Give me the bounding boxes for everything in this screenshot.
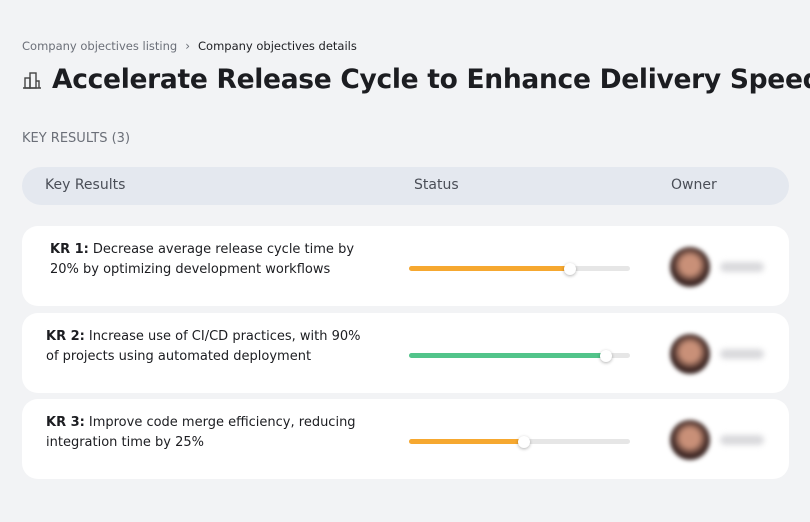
progress-knob — [517, 435, 530, 448]
key-result-label: KR 3: — [46, 415, 85, 430]
progress-knob — [599, 349, 612, 362]
column-header: Key Results — [45, 177, 126, 193]
key-result-description: Improve code merge efficiency, reducing … — [46, 415, 356, 450]
progress-fill — [409, 353, 606, 358]
breadcrumb-link[interactable]: Company objectives listing — [22, 39, 178, 53]
key-result-label: KR 1: — [50, 242, 89, 257]
building-icon — [23, 71, 41, 89]
progress-track — [409, 349, 630, 362]
progress-knob — [564, 262, 577, 275]
owner-name-blurred — [720, 349, 764, 359]
key-result-description: Decrease average release cycle time by 2… — [50, 242, 355, 277]
progress-fill — [409, 439, 524, 444]
column-header: Status — [414, 177, 459, 193]
owner-name-blurred — [720, 435, 764, 445]
key-result-label: KR 2: — [46, 329, 85, 344]
owner-name-blurred — [720, 262, 764, 272]
owner-avatar — [670, 420, 710, 460]
progress-track — [409, 262, 630, 275]
progress-fill — [409, 266, 571, 271]
key-result-card[interactable]: KR 2: Increase use of CI/CD practices, wi… — [22, 313, 789, 393]
page-title: Accelerate Release Cycle to Enhance Deli… — [52, 64, 810, 95]
key-result-description: Increase use of CI/CD practices, with 90… — [46, 329, 361, 364]
key-result-text: KR 3: Improve code merge efficiency, redu… — [46, 413, 376, 453]
title-row: Accelerate Release Cycle to Enhance Deli… — [22, 64, 810, 95]
key-result-card[interactable]: KR 1: Decrease average release cycle time… — [22, 226, 789, 306]
owner-avatar — [670, 247, 710, 287]
key-result-card[interactable]: KR 3: Improve code merge efficiency, redu… — [22, 399, 789, 479]
breadcrumb: Company objectives listing › Company obj… — [22, 39, 357, 53]
progress-track — [409, 435, 630, 448]
key-result-text: KR 1: Decrease average release cycle time… — [50, 240, 380, 280]
table-header: Key Results Status Owner — [22, 167, 789, 205]
key-result-text: KR 2: Increase use of CI/CD practices, wi… — [46, 327, 376, 367]
breadcrumb-current: Company objectives details — [198, 39, 357, 53]
breadcrumb-separator: › — [185, 39, 191, 53]
section-label: KEY RESULTS (3) — [22, 131, 131, 146]
owner-avatar — [670, 334, 710, 374]
column-header: Owner — [671, 177, 717, 193]
